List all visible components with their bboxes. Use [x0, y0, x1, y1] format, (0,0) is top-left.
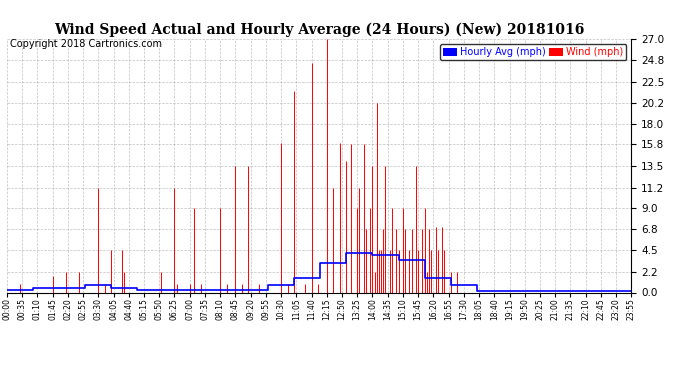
Text: Copyright 2018 Cartronics.com: Copyright 2018 Cartronics.com [10, 39, 162, 50]
Title: Wind Speed Actual and Hourly Average (24 Hours) (New) 20181016: Wind Speed Actual and Hourly Average (24… [54, 22, 584, 37]
Legend: Hourly Avg (mph), Wind (mph): Hourly Avg (mph), Wind (mph) [440, 44, 627, 60]
